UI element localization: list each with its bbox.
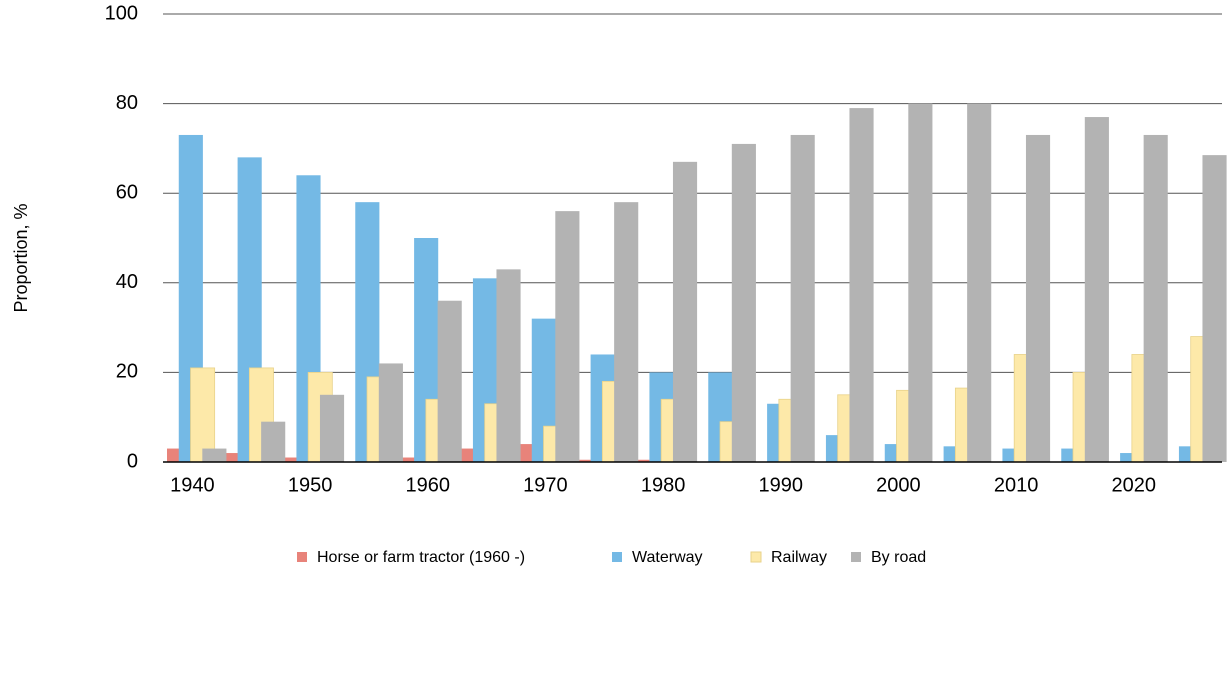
bar: [378, 363, 403, 462]
legend-label: By road: [871, 549, 926, 566]
legend-swatch: [297, 552, 307, 562]
legend-label: Horse or farm tractor (1960 -): [317, 549, 525, 566]
bar: [637, 459, 653, 462]
bar: [225, 453, 241, 462]
y-tick-label: 80: [116, 92, 138, 114]
legend-swatch: [612, 552, 622, 562]
bar: [202, 448, 227, 462]
bar: [731, 143, 756, 463]
y-tick-label: 40: [116, 271, 138, 293]
bar: [849, 108, 874, 462]
bar: [672, 161, 698, 462]
x-tick-label: 2020: [1112, 474, 1157, 496]
bar: [967, 103, 992, 462]
bar: [319, 394, 345, 462]
bar: [496, 269, 521, 462]
y-tick-label: 20: [116, 361, 138, 383]
bar: [908, 103, 933, 462]
bar: [1143, 134, 1168, 462]
bar: [578, 459, 594, 462]
bar: [167, 448, 182, 462]
y-axis-label: Proportion, %: [11, 203, 31, 312]
bar: [261, 421, 286, 462]
bar: [614, 202, 639, 462]
bar: [1202, 155, 1227, 462]
bar: [190, 367, 216, 463]
y-tick-label: 60: [116, 181, 138, 203]
bar: [790, 134, 815, 462]
y-tick-label: 100: [105, 2, 138, 24]
bar: [555, 211, 580, 462]
bar: [461, 448, 476, 462]
x-tick-label: 1950: [288, 474, 333, 496]
bar: [520, 444, 535, 462]
x-tick-label: 2000: [876, 474, 921, 496]
x-tick-label: 1940: [170, 474, 215, 496]
legend-label: Railway: [771, 549, 827, 566]
bar: [1084, 117, 1109, 462]
x-tick-label: 1980: [641, 474, 686, 496]
x-tick-label: 2010: [994, 474, 1039, 496]
bar: [402, 457, 417, 462]
bar: [284, 457, 300, 462]
bar: [1025, 134, 1051, 462]
x-tick-label: 1990: [759, 474, 804, 496]
legend-swatch: [750, 551, 762, 563]
x-tick-label: 1960: [406, 474, 451, 496]
legend-label: Waterway: [632, 549, 703, 566]
legend-swatch: [851, 552, 861, 562]
x-tick-label: 1970: [523, 474, 568, 496]
y-tick-label: 0: [127, 450, 138, 472]
bar: [437, 300, 462, 462]
